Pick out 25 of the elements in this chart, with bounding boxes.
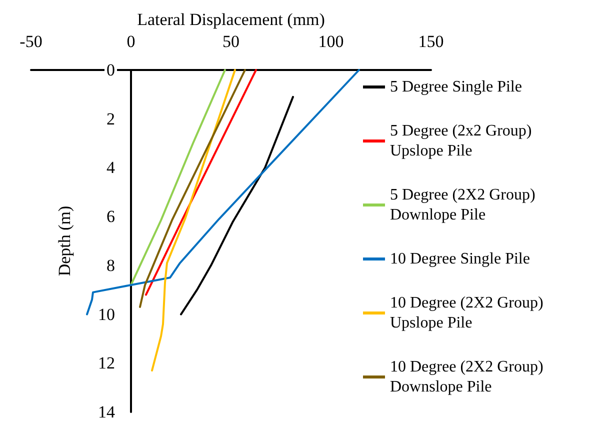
y-tick-label: 14 (98, 402, 116, 421)
x-tick-label: 150 (418, 32, 444, 51)
line-series (151, 69, 236, 372)
y-tick-label: 10 (98, 304, 115, 324)
y-tick-label: 12 (98, 354, 115, 373)
legend-label: 10 Degree (2X2 Group) Upslope Pile (390, 294, 548, 332)
x-tick-label: 100 (318, 32, 344, 51)
y-tick-label: 6 (106, 207, 115, 226)
y-tick-label: 4 (106, 158, 116, 178)
line-series (180, 96, 294, 316)
y-axis-title: Depth (m) (55, 206, 74, 276)
y-tick-label: 8 (106, 256, 115, 275)
x-tick-label: 0 (126, 32, 136, 51)
legend-label: 5 Degree (2x2 Group) Upslope Pile (390, 122, 536, 160)
line-series (139, 69, 246, 308)
line-series (130, 69, 226, 286)
y-tick-label: 0 (106, 60, 115, 80)
x-tick-label: -50 (20, 32, 42, 51)
y-tick-label: 2 (106, 109, 115, 128)
legend-label: 10 Degree (2X2 Group) Downslope Pile (390, 358, 548, 396)
legend-label: 5 Degree Single Pile (390, 78, 522, 96)
x-tick-label: 50 (222, 32, 240, 51)
x-axis-title: Lateral Displacement (mm) (137, 10, 325, 29)
legend-label: 10 Degree Single Pile (390, 250, 530, 268)
legend-label: 5 Degree (2X2 Group) Downlope Pile (390, 186, 540, 224)
